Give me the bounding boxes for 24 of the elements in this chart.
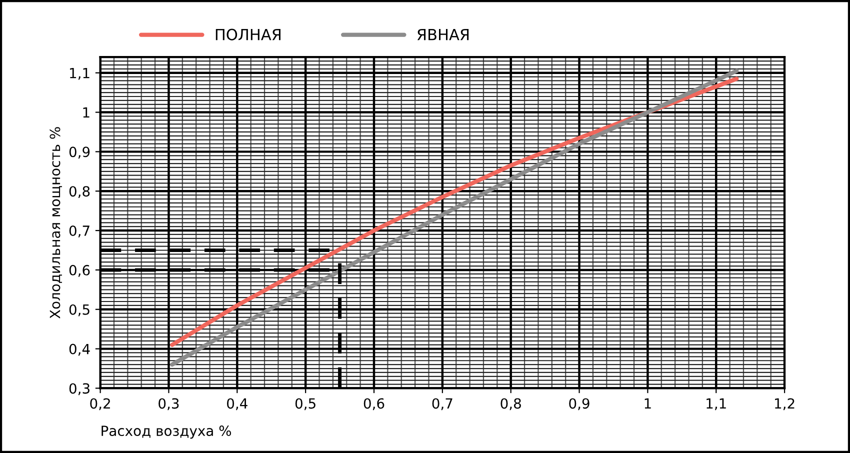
y-tick-label: 1,1 xyxy=(70,68,90,80)
y-tick-label: 0,9 xyxy=(69,146,90,159)
y-tick-label: 0,8 xyxy=(69,186,90,198)
y-tick-label: 0,5 xyxy=(69,304,90,316)
legend-label: ПОЛНАЯ xyxy=(216,28,280,40)
y-tick-label: 0,6 xyxy=(69,264,90,277)
x-tick-label: 1 xyxy=(644,398,651,408)
y-tick-label: 0,4 xyxy=(69,344,90,356)
y-tick-label: 0,7 xyxy=(69,226,90,238)
x-tick-label: 1,2 xyxy=(775,398,794,410)
x-tick-label: 0,6 xyxy=(364,398,384,410)
x-tick-label: 0,3 xyxy=(158,398,179,410)
y-tick-label: 1 xyxy=(83,107,90,118)
legend-label: ЯВНАЯ xyxy=(417,29,469,40)
y-tick-label: 0,3 xyxy=(69,383,90,396)
x-tick-label: 1,1 xyxy=(706,398,726,410)
x-tick-label: 0,7 xyxy=(432,398,452,410)
y-axis-title: Холодильная мощность % xyxy=(50,127,62,319)
x-axis-title: Расход воздуха % xyxy=(102,426,232,439)
x-tick-label: 0,5 xyxy=(295,398,316,410)
x-tick-label: 0,2 xyxy=(90,398,110,410)
x-tick-label: 0,9 xyxy=(569,398,590,410)
x-tick-label: 0,8 xyxy=(500,398,521,410)
x-tick-label: 0,4 xyxy=(227,398,248,410)
